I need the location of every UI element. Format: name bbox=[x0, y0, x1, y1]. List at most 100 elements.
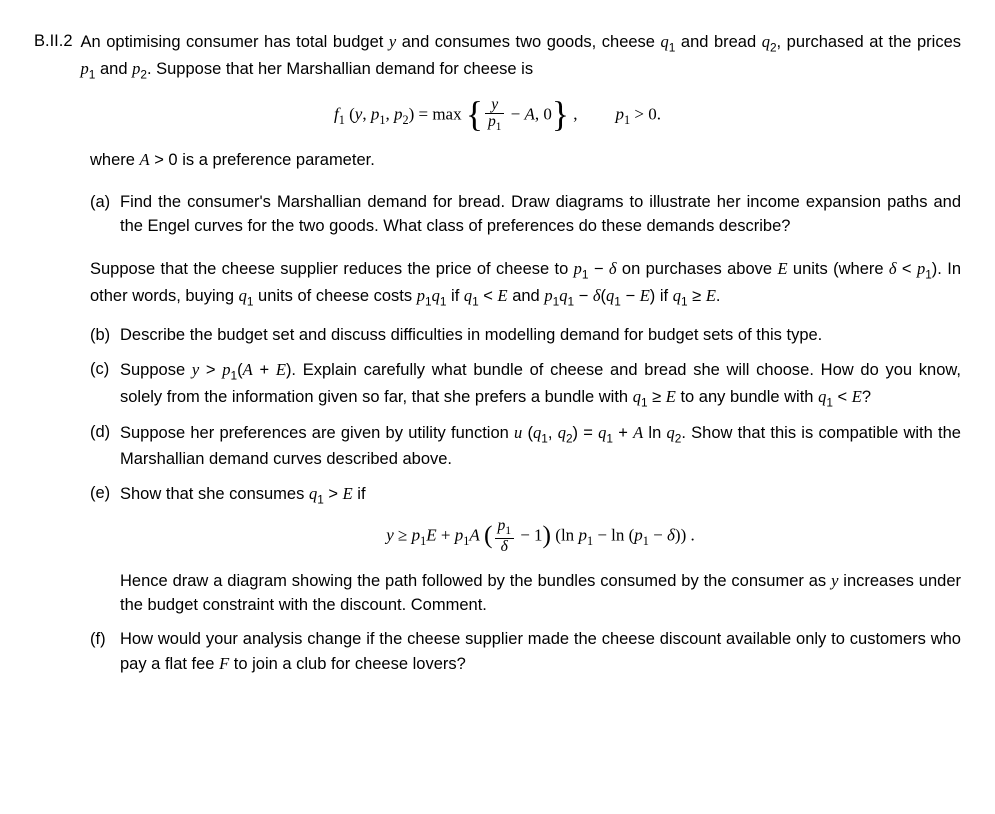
var-p1: p bbox=[81, 59, 89, 78]
sp-q1dsub: 1 bbox=[472, 294, 479, 308]
brace-right-icon: } bbox=[552, 94, 569, 134]
equation-1: f1 (y, p1, p2) = max {yp1 − A, 0} ,p1 > … bbox=[34, 97, 961, 134]
pd-t6: ln bbox=[643, 424, 666, 442]
eq2-md: − bbox=[649, 526, 667, 545]
part-f: (f) How would your analysis change if th… bbox=[90, 628, 961, 677]
eq2-Ea: E bbox=[426, 526, 436, 545]
parts-list-2: (b) Describe the budget set and discuss … bbox=[90, 324, 961, 677]
paren-left-icon: ( bbox=[484, 520, 493, 549]
pd-t4: ) = bbox=[573, 424, 599, 442]
sp-delta: δ bbox=[609, 259, 617, 278]
intro-text-2: and consumes two goods, cheese bbox=[396, 33, 660, 51]
sp-E: E bbox=[777, 259, 787, 278]
part-a: (a) Find the consumer's Marshallian dema… bbox=[90, 191, 961, 239]
eq2-y: y bbox=[386, 526, 394, 545]
where-clause: where A > 0 is a preference parameter. bbox=[90, 148, 961, 173]
sp-p1bsub: 1 bbox=[925, 267, 932, 281]
pd-A: A bbox=[633, 423, 643, 442]
eq1-minus: − bbox=[506, 105, 524, 124]
sp-t4: units (where bbox=[788, 260, 889, 278]
part-e-continuation: Hence draw a diagram showing the path fo… bbox=[120, 569, 961, 618]
eq1-side-gt: > 0. bbox=[630, 105, 661, 124]
eq2-p1d: p bbox=[634, 526, 643, 545]
pf-t2: to join a club for cheese lovers? bbox=[229, 655, 466, 673]
eq2-Ab: A bbox=[469, 526, 479, 545]
sp-t11: − bbox=[574, 287, 593, 305]
suppose-paragraph: Suppose that the cheese supplier reduces… bbox=[90, 257, 961, 310]
eq1-fden-sub: 1 bbox=[496, 122, 502, 134]
eq1-comma: , bbox=[569, 105, 578, 124]
pc-q1asub: 1 bbox=[641, 395, 648, 409]
sp-t3: on purchases above bbox=[617, 260, 778, 278]
sub-2: 2 bbox=[770, 40, 777, 54]
eq1-open: ( bbox=[345, 105, 355, 124]
sp-q1c: q bbox=[432, 286, 440, 305]
question-header: B.II.2 An optimising consumer has total … bbox=[34, 30, 961, 83]
pc-q1a: q bbox=[633, 387, 641, 406]
part-f-content: How would your analysis change if the ch… bbox=[120, 628, 961, 677]
pc-A: A bbox=[243, 360, 253, 379]
eq2-p1a: p bbox=[412, 526, 421, 545]
eq1-c2: , bbox=[385, 105, 394, 124]
part-c-content: Suppose y > p1(A + E). Explain carefully… bbox=[120, 358, 961, 411]
sp-t2: − bbox=[589, 260, 609, 278]
var-q2: q bbox=[762, 32, 770, 51]
pc-t4: + bbox=[253, 361, 276, 379]
pe-q1: q bbox=[309, 484, 317, 503]
sp-Ef: E bbox=[640, 286, 650, 305]
sp-t13: − bbox=[621, 287, 640, 305]
sp-p1b: p bbox=[917, 259, 925, 278]
pec-t1: Hence draw a diagram showing the path fo… bbox=[120, 572, 831, 590]
pc-t6: ≥ bbox=[648, 388, 666, 406]
pd-q2sub: 2 bbox=[566, 431, 573, 445]
pd-t3: , bbox=[548, 424, 558, 442]
pd-q1bsub: 1 bbox=[606, 431, 613, 445]
sp-q1g: q bbox=[673, 286, 681, 305]
pc-Ea: E bbox=[666, 387, 676, 406]
part-b: (b) Describe the budget set and discuss … bbox=[90, 324, 961, 348]
eq2-frac: p1δ bbox=[495, 518, 514, 555]
part-c: (c) Suppose y > p1(A + E). Explain caref… bbox=[90, 358, 961, 411]
eq2-delta: δ bbox=[667, 526, 675, 545]
question-intro: An optimising consumer has total budget … bbox=[81, 30, 961, 83]
pc-t9: ? bbox=[862, 388, 871, 406]
sp-p1c: p bbox=[417, 286, 425, 305]
sp-q1d: q bbox=[464, 286, 472, 305]
brace-left-icon: { bbox=[466, 94, 483, 134]
part-b-content: Describe the budget set and discuss diff… bbox=[120, 324, 961, 348]
sp-t14: ) if bbox=[650, 287, 673, 305]
sp-t15: ≥ bbox=[688, 287, 706, 305]
intro-text-4: , purchased at the prices bbox=[777, 33, 961, 51]
pe-t2: > bbox=[324, 485, 343, 503]
part-d-content: Suppose her preferences are given by uti… bbox=[120, 421, 961, 471]
eq1-zero: , 0 bbox=[535, 105, 552, 124]
eq2-p1b: p bbox=[455, 526, 464, 545]
eq2-m1: − 1 bbox=[516, 526, 543, 545]
sp-p1e: p bbox=[544, 286, 552, 305]
part-e-label: (e) bbox=[90, 482, 120, 619]
eq1-fnum: y bbox=[491, 96, 498, 113]
pd-q2b: q bbox=[666, 423, 674, 442]
intro-text-5: and bbox=[95, 60, 132, 78]
psub-2: 2 bbox=[140, 67, 147, 81]
eq1-eq: = max bbox=[414, 105, 466, 124]
eq2-plus: + bbox=[437, 526, 455, 545]
pc-q1bsub: 1 bbox=[826, 395, 833, 409]
pd-q2: q bbox=[558, 423, 566, 442]
sp-Eg: E bbox=[706, 286, 716, 305]
pd-t1: Suppose her preferences are given by uti… bbox=[120, 424, 514, 442]
intro-text-1: An optimising consumer has total budget bbox=[81, 33, 389, 51]
part-c-label: (c) bbox=[90, 358, 120, 411]
part-f-label: (f) bbox=[90, 628, 120, 677]
sp-p1sub: 1 bbox=[582, 267, 589, 281]
eq1-fden-p: p bbox=[488, 113, 496, 130]
where-2: > 0 is a preference parameter. bbox=[150, 151, 375, 169]
sp-t8: if bbox=[446, 287, 463, 305]
pd-q1sub: 1 bbox=[541, 431, 548, 445]
sp-q1: q bbox=[239, 286, 247, 305]
part-d-label: (d) bbox=[90, 421, 120, 471]
pf-F: F bbox=[219, 654, 229, 673]
sp-t10: and bbox=[508, 287, 545, 305]
pc-t1: Suppose bbox=[120, 361, 192, 379]
pe-t1: Show that she consumes bbox=[120, 485, 309, 503]
